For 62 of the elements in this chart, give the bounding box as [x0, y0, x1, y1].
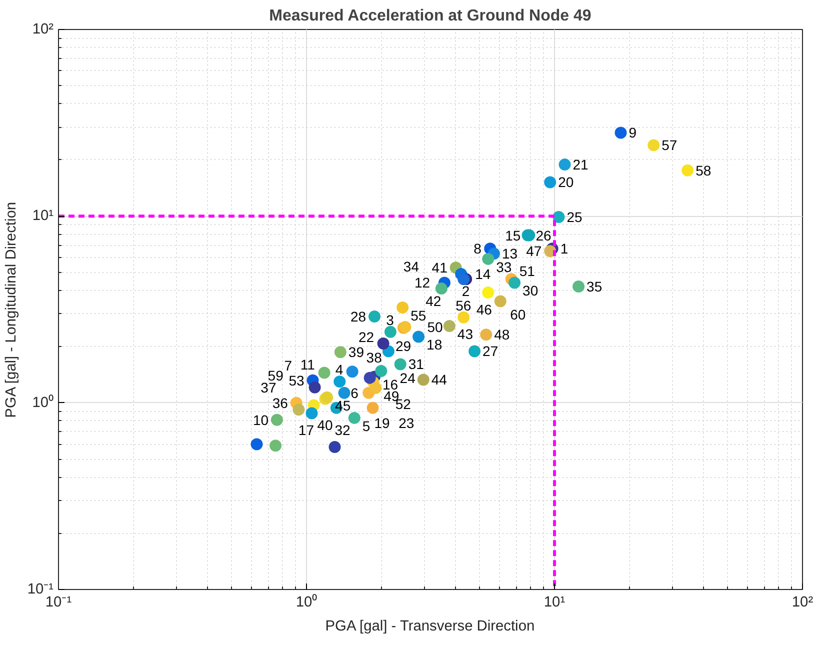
- annotation: 36: [272, 394, 288, 411]
- annotation: 19: [374, 414, 390, 431]
- annotation: 31: [408, 356, 424, 372]
- annotation: 20: [558, 174, 574, 190]
- annotation: 24: [400, 370, 416, 386]
- annotation: 56: [456, 297, 472, 314]
- y-tick-label: 10⁰: [32, 394, 54, 411]
- annotation: 8: [474, 240, 482, 257]
- annotation: 38: [366, 350, 382, 366]
- annotation: 6: [350, 385, 359, 402]
- x-tick-label: 10⁻¹: [45, 594, 72, 610]
- x-tick-label: 10²: [792, 594, 814, 610]
- annotation: 10: [252, 412, 269, 428]
- annotation: 58: [696, 162, 712, 178]
- annotation: 12: [414, 274, 430, 291]
- annotation: 27: [482, 343, 498, 360]
- annotation: 11: [300, 356, 316, 373]
- annotation: 32: [334, 422, 351, 438]
- y-tick-label: 10⁻¹: [27, 582, 54, 598]
- annotation: 17: [298, 422, 314, 438]
- annotation: 5: [362, 418, 370, 434]
- annotation: 3: [386, 312, 394, 328]
- annotation: 44: [431, 372, 448, 388]
- annotation: 46: [476, 301, 492, 318]
- annotation: 30: [522, 282, 538, 299]
- annotation: 1: [560, 240, 568, 257]
- annotation: 29: [395, 338, 412, 354]
- annotation: 7: [284, 357, 292, 374]
- annotation: 28: [350, 308, 366, 325]
- annotation: 51: [519, 263, 536, 280]
- annotation: 60: [510, 306, 526, 322]
- annotation: 47: [526, 243, 542, 260]
- y-tick-label: 10²: [32, 22, 54, 38]
- annotation: 43: [457, 326, 474, 342]
- annotation: 53: [288, 372, 305, 388]
- x-tick-label: 10⁰: [296, 594, 318, 610]
- annotation: 15: [505, 227, 521, 244]
- annotation: 2: [462, 283, 470, 300]
- annotation: 21: [572, 156, 589, 173]
- chart-title: Measured Acceleration at Ground Node 49: [269, 8, 592, 24]
- annotation: 57: [662, 137, 678, 154]
- annotation: 14: [475, 266, 491, 282]
- annotation: 25: [566, 208, 583, 225]
- annotation: 48: [494, 326, 510, 343]
- annotation: 34: [403, 258, 420, 274]
- annotation: 41: [432, 260, 448, 276]
- y-tick-label: 10¹: [32, 208, 54, 224]
- annotation: 4: [335, 362, 344, 378]
- annotation: 9: [628, 124, 637, 141]
- x-axis-title: PGA [gal] - Transverse Direction: [325, 618, 535, 634]
- annotation: 18: [426, 336, 442, 353]
- annotation: 50: [427, 318, 443, 335]
- annotation: 42: [426, 293, 442, 310]
- annotation: 22: [358, 329, 374, 346]
- annotation: 35: [586, 278, 602, 294]
- y-axis-title: PGA [gal] - Longitudinal Direction: [3, 202, 20, 418]
- x-tick-label: 10¹: [544, 594, 566, 610]
- annotation: 26: [536, 227, 552, 244]
- annotation: 55: [410, 308, 426, 324]
- annotation: 39: [348, 344, 364, 360]
- annotation: 23: [398, 414, 414, 431]
- annotation: 40: [317, 416, 334, 433]
